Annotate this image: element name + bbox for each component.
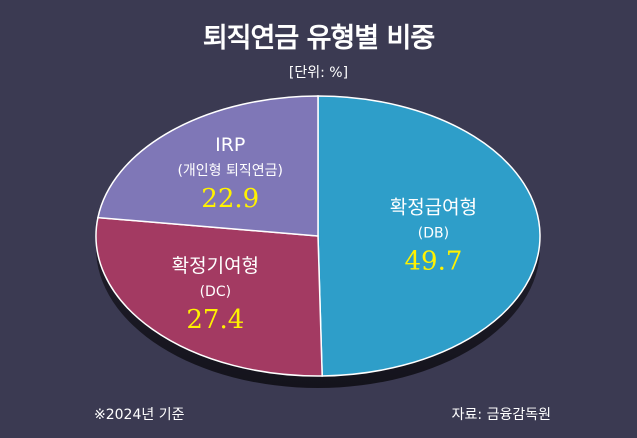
slice-label-name-2: IRP [215, 134, 245, 156]
pie-slice-1 [95, 216, 323, 377]
slice-label-name-0: 확정급여형 [390, 196, 477, 218]
source-note: 자료: 금융감독원 [451, 407, 551, 423]
slice-label-value-2: 22.9 [201, 184, 259, 214]
unit-label: [단위: %] [288, 65, 349, 81]
slice-label-name-1: 확정기여형 [172, 255, 259, 277]
slice-label-value-0: 49.7 [404, 246, 462, 276]
pie-slice-2 [97, 95, 319, 237]
slice-label-sub-2: (개인형 퇴직연금) [177, 163, 283, 179]
chart-title: 퇴직연금 유형별 비중 [202, 23, 435, 54]
slice-label-sub-0: (DB) [418, 225, 449, 241]
footnote: ※2024년 기준 [94, 407, 185, 423]
slice-label-value-1: 27.4 [186, 305, 244, 335]
pie-slice-0 [317, 95, 541, 377]
slice-label-sub-1: (DC) [200, 284, 231, 300]
